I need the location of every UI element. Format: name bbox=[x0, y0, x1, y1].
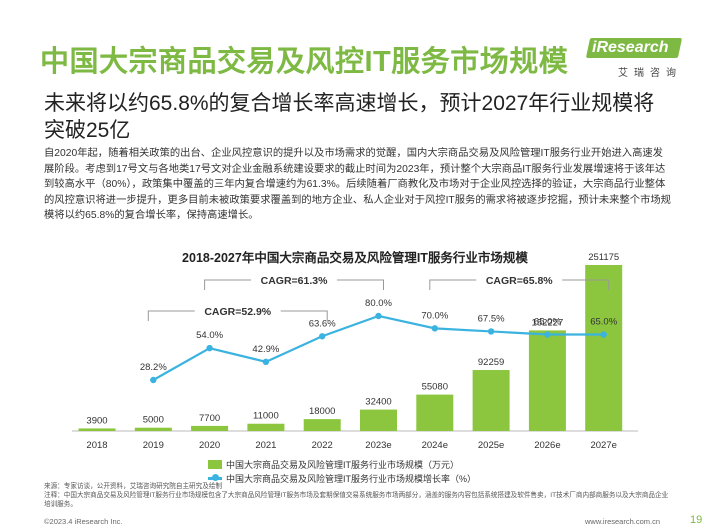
footnote: 来源：专家访谈，公开资料，艾瑞咨询研究院自主研究及绘制 注释：中国大宗商品交易及… bbox=[44, 482, 674, 509]
cagr-label: CAGR=61.3% bbox=[261, 275, 328, 287]
footnote-note: 注释：中国大宗商品交易及风险管理IT服务行业市场规模包含了大宗商品风险管理IT服… bbox=[44, 492, 669, 508]
website-link[interactable]: www.iresearch.com.cn bbox=[585, 517, 661, 526]
growth-value-label: 80.0% bbox=[365, 298, 392, 309]
growth-point-2025e bbox=[487, 328, 495, 335]
growth-point-2027e bbox=[600, 331, 607, 338]
page-subtitle: 未来将以约65.8%的复合增长率高速增长，预计2027年行业规模将突破25亿 bbox=[44, 92, 655, 142]
bar-2027e bbox=[585, 265, 623, 431]
growth-value-label: 65.0% bbox=[534, 317, 561, 328]
growth-value-label: 70.0% bbox=[421, 310, 448, 321]
x-tick-label: 2022 bbox=[312, 440, 333, 451]
growth-value-label: 65.0% bbox=[590, 317, 617, 328]
x-tick-label: 2025e bbox=[478, 440, 504, 451]
page-title: 中国大宗商品交易及风控IT服务市场规模 bbox=[40, 46, 569, 78]
bar-2021 bbox=[247, 423, 285, 431]
x-tick-label: 2021 bbox=[255, 440, 276, 451]
legend-bar-swatch bbox=[208, 459, 222, 469]
logo-subtext: 艾瑞咨询 bbox=[618, 68, 682, 79]
bar-value-label: 7700 bbox=[199, 413, 220, 424]
legend-line-swatch bbox=[208, 474, 222, 481]
bar-value-label: 18000 bbox=[309, 406, 335, 417]
chart-title: 2018-2027年中国大宗商品交易及风险管理IT服务行业市场规模 bbox=[182, 250, 528, 265]
bar-value-label: 152227 bbox=[532, 317, 564, 328]
logo-text: iResearch bbox=[592, 39, 669, 56]
cagr-label: CAGR=65.8% bbox=[486, 275, 553, 287]
x-tick-label: 2019 bbox=[143, 440, 164, 451]
bar-2025e bbox=[472, 370, 510, 431]
bar-value-label: 55080 bbox=[422, 382, 448, 393]
legend-item-line: 中国大宗商品交易及风险管理IT服务行业市场规模增长率（%） bbox=[208, 471, 476, 485]
cagr-bracket bbox=[429, 279, 610, 290]
chart-legend: 中国大宗商品交易及风险管理IT服务行业市场规模（万元） 中国大宗商品交易及风险管… bbox=[208, 457, 476, 485]
cagr-bracket bbox=[204, 279, 384, 290]
growth-value-label: 63.6% bbox=[309, 318, 336, 329]
page-number: 19 bbox=[690, 514, 703, 526]
x-tick-label: 2020 bbox=[199, 440, 220, 451]
growth-point-2024e bbox=[431, 325, 438, 332]
bar-value-label: 32400 bbox=[365, 397, 391, 408]
growth-value-label: 42.9% bbox=[252, 344, 279, 355]
legend-line-label: 中国大宗商品交易及风险管理IT服务行业市场规模增长率（%） bbox=[226, 473, 477, 484]
bar-value-label: 5000 bbox=[143, 415, 164, 426]
growth-point-2022 bbox=[319, 333, 326, 340]
cagr-bracket bbox=[147, 310, 328, 321]
growth-point-2023e bbox=[375, 312, 382, 320]
cagr-label: CAGR=52.9% bbox=[204, 306, 271, 318]
bar-value-label: 11000 bbox=[253, 411, 279, 422]
x-tick-label: 2018 bbox=[86, 440, 107, 451]
growth-value-label: 54.0% bbox=[196, 330, 223, 341]
legend-item-bar: 中国大宗商品交易及风险管理IT服务行业市场规模（万元） bbox=[208, 457, 476, 471]
growth-value-label: 67.5% bbox=[478, 313, 505, 324]
bar-2020 bbox=[191, 425, 229, 431]
bar-2022 bbox=[303, 419, 341, 431]
copyright: ©2023.4 iResearch Inc. bbox=[44, 517, 123, 526]
x-tick-label: 2024e bbox=[422, 440, 448, 451]
growth-value-label: 28.2% bbox=[140, 362, 167, 373]
bar-2024e bbox=[416, 394, 454, 431]
iresearch-logo: iResearch 艾瑞咨询 bbox=[585, 38, 683, 79]
growth-point-2019 bbox=[150, 376, 157, 384]
legend-bar-label: 中国大宗商品交易及风险管理IT服务行业市场规模（万元） bbox=[226, 459, 459, 470]
bar-value-label: 3900 bbox=[86, 415, 107, 426]
bar-2018 bbox=[78, 428, 116, 431]
bar-2023e bbox=[360, 409, 397, 431]
x-tick-label: 2026e bbox=[534, 440, 560, 451]
bar-value-label: 251175 bbox=[588, 252, 619, 263]
bar-value-label: 92259 bbox=[478, 357, 504, 368]
footnote-source: 来源：专家访谈，公开资料，艾瑞咨询研究院自主研究及绘制 bbox=[44, 483, 223, 490]
body-paragraph: 自2020年起，随着相关政策的出台、企业风控意识的提升以及市场需求的觉醒，国内大… bbox=[44, 148, 671, 222]
x-tick-label: 2027e bbox=[590, 440, 616, 451]
growth-point-2021 bbox=[262, 358, 270, 366]
bar-2019 bbox=[134, 427, 172, 431]
growth-point-2020 bbox=[206, 344, 213, 352]
bar-2026e bbox=[528, 330, 566, 431]
x-tick-label: 2023e bbox=[365, 440, 391, 451]
growth-point-2026e bbox=[544, 331, 551, 338]
